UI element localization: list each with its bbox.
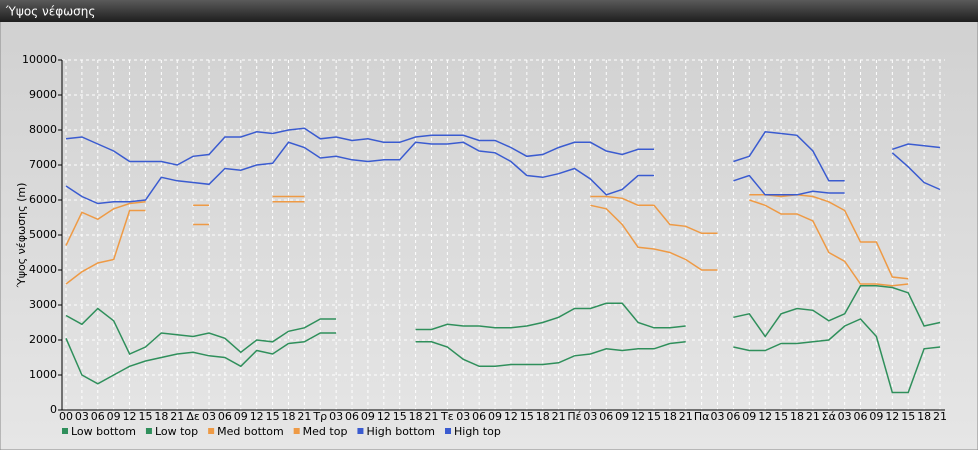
- x-tick-label: 21: [933, 410, 947, 423]
- x-tick-label: 09: [488, 410, 502, 423]
- x-tick-label: Δε: [186, 410, 200, 423]
- y-tick-label: 2000: [29, 333, 57, 346]
- title-bar: [0, 0, 978, 22]
- x-tick-label: 18: [663, 410, 677, 423]
- x-tick-label: Σά: [822, 410, 836, 423]
- y-tick-label: 5000: [29, 228, 57, 241]
- x-tick-label: 12: [758, 410, 772, 423]
- y-axis-label: Ύψος νέφωσης (m): [15, 183, 28, 289]
- x-tick-label: 15: [901, 410, 915, 423]
- x-tick-label: 06: [218, 410, 232, 423]
- x-tick-label: 00: [59, 410, 73, 423]
- x-tick-label: 09: [615, 410, 629, 423]
- legend-label: Low top: [155, 425, 198, 438]
- x-tick-label: 09: [869, 410, 883, 423]
- chart-title: Ύψος νέφωσης: [5, 5, 95, 19]
- series-line: [65, 285, 941, 355]
- x-tick-label: 09: [234, 410, 248, 423]
- x-tick-label: 15: [774, 410, 788, 423]
- y-tick-label: 7000: [29, 158, 57, 171]
- x-tick-label: Τρ: [312, 410, 327, 423]
- y-tick-label: 9000: [29, 88, 57, 101]
- x-tick-label: 03: [202, 410, 216, 423]
- x-tick-label: 21: [424, 410, 438, 423]
- series-line: [65, 194, 909, 280]
- legend-swatch: [208, 428, 215, 434]
- series-line: [65, 318, 941, 394]
- legend-label: High top: [454, 425, 501, 438]
- x-tick-label: 06: [854, 410, 868, 423]
- legend-label: Low bottom: [71, 425, 136, 438]
- legend-swatch: [293, 428, 300, 434]
- y-tick-label: 10000: [22, 53, 57, 66]
- x-tick-label: 03: [838, 410, 852, 423]
- x-tick-label: 21: [170, 410, 184, 423]
- x-tick-label: 18: [536, 410, 550, 423]
- x-tick-label: 12: [885, 410, 899, 423]
- x-tick-label: 18: [409, 410, 423, 423]
- x-tick-label: 09: [361, 410, 375, 423]
- x-tick-label: 21: [552, 410, 566, 423]
- x-tick-label: 06: [726, 410, 740, 423]
- y-tick-label: 0: [50, 403, 57, 416]
- x-tick-label: 15: [393, 410, 407, 423]
- series-line: [65, 141, 941, 205]
- x-tick-label: 15: [266, 410, 280, 423]
- x-tick-label: 21: [297, 410, 311, 423]
- x-tick-label: 03: [75, 410, 89, 423]
- x-tick-label: 21: [679, 410, 693, 423]
- x-tick-label: 09: [107, 410, 121, 423]
- y-tick-label: 3000: [29, 298, 57, 311]
- x-tick-label: 18: [790, 410, 804, 423]
- x-tick-label: 12: [377, 410, 391, 423]
- legend-label: Med bottom: [217, 425, 284, 438]
- legend-swatch: [145, 428, 152, 434]
- x-tick-label: 06: [345, 410, 359, 423]
- x-tick-label: 06: [599, 410, 613, 423]
- x-tick-label: 12: [631, 410, 645, 423]
- y-tick-label: 1000: [29, 368, 57, 381]
- x-tick-label: 12: [250, 410, 264, 423]
- x-tick-label: Πα: [694, 410, 710, 423]
- x-tick-label: 03: [583, 410, 597, 423]
- x-tick-label: 06: [472, 410, 486, 423]
- x-tick-label: 21: [806, 410, 820, 423]
- legend-label: Med top: [303, 425, 348, 438]
- legend-label: High bottom: [366, 425, 435, 438]
- x-tick-label: 03: [711, 410, 725, 423]
- legend-swatch: [445, 428, 451, 434]
- x-tick-label: 09: [742, 410, 756, 423]
- x-tick-label: 15: [520, 410, 534, 423]
- y-tick-label: 4000: [29, 263, 57, 276]
- series-line: [65, 199, 909, 287]
- x-tick-label: 18: [917, 410, 931, 423]
- x-tick-label: 18: [154, 410, 168, 423]
- y-tick-label: 6000: [29, 193, 57, 206]
- x-tick-label: 15: [647, 410, 661, 423]
- x-tick-label: 12: [123, 410, 137, 423]
- y-tick-label: 8000: [29, 123, 57, 136]
- x-tick-label: 15: [138, 410, 152, 423]
- x-tick-label: 03: [456, 410, 470, 423]
- x-tick-label: 12: [504, 410, 518, 423]
- x-tick-label: 03: [329, 410, 343, 423]
- legend-swatch: [357, 428, 364, 434]
- x-tick-label: 18: [281, 410, 295, 423]
- x-tick-label: Τε: [440, 410, 454, 423]
- x-tick-label: 06: [91, 410, 105, 423]
- series-line: [65, 127, 941, 182]
- legend-swatch: [62, 428, 68, 434]
- x-tick-label: Πέ: [567, 410, 581, 423]
